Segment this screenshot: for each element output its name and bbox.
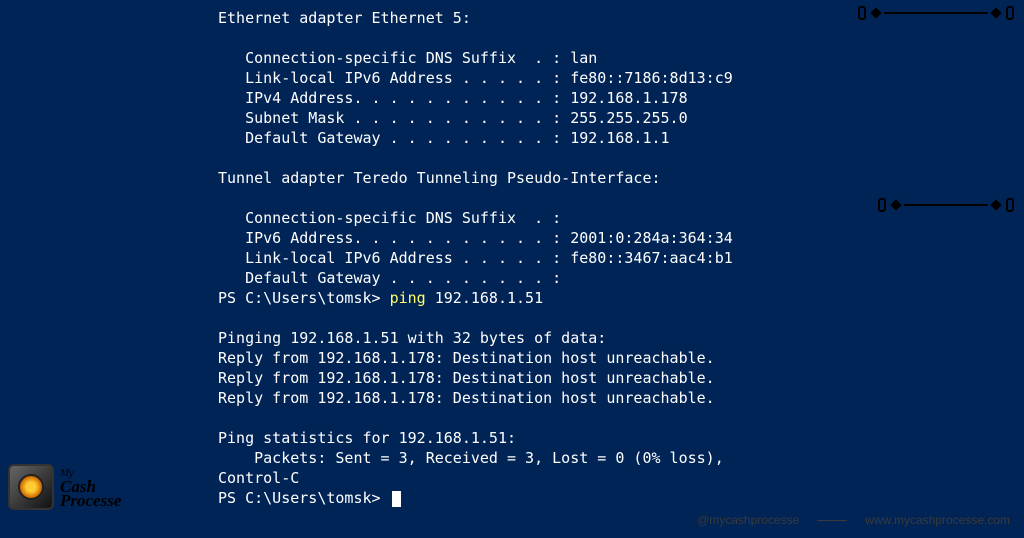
- ping-args: 192.168.1.51: [426, 289, 543, 307]
- ping-command: ping: [390, 289, 426, 307]
- powershell-terminal[interactable]: Ethernet adapter Ethernet 5: Connection-…: [0, 0, 1024, 508]
- ornament-mid: [876, 198, 1016, 212]
- logo-text: My Cash Processe: [60, 466, 121, 508]
- separator-icon: [817, 520, 847, 521]
- ps-prompt: PS C:\Users\tomsk>: [218, 289, 390, 307]
- prompt-line-2: PS C:\Users\tomsk>: [218, 488, 1024, 508]
- ipconfig-output: Ethernet adapter Ethernet 5: Connection-…: [218, 8, 1024, 288]
- ps-prompt: PS C:\Users\tomsk>: [218, 489, 390, 507]
- prompt-line-1: PS C:\Users\tomsk> ping 192.168.1.51: [218, 288, 1024, 308]
- attribution-url: www.mycashprocesse.com: [865, 510, 1010, 530]
- attribution-handle: @mycashprocesse: [697, 510, 799, 530]
- ping-output: Pinging 192.168.1.51 with 32 bytes of da…: [218, 308, 1024, 488]
- attribution: @mycashprocesse www.mycashprocesse.com: [697, 510, 1010, 530]
- publisher-logo: My Cash Processe: [8, 464, 121, 510]
- logo-icon: [8, 464, 54, 510]
- cursor-icon: [392, 491, 401, 507]
- ornament-top: [856, 6, 1016, 20]
